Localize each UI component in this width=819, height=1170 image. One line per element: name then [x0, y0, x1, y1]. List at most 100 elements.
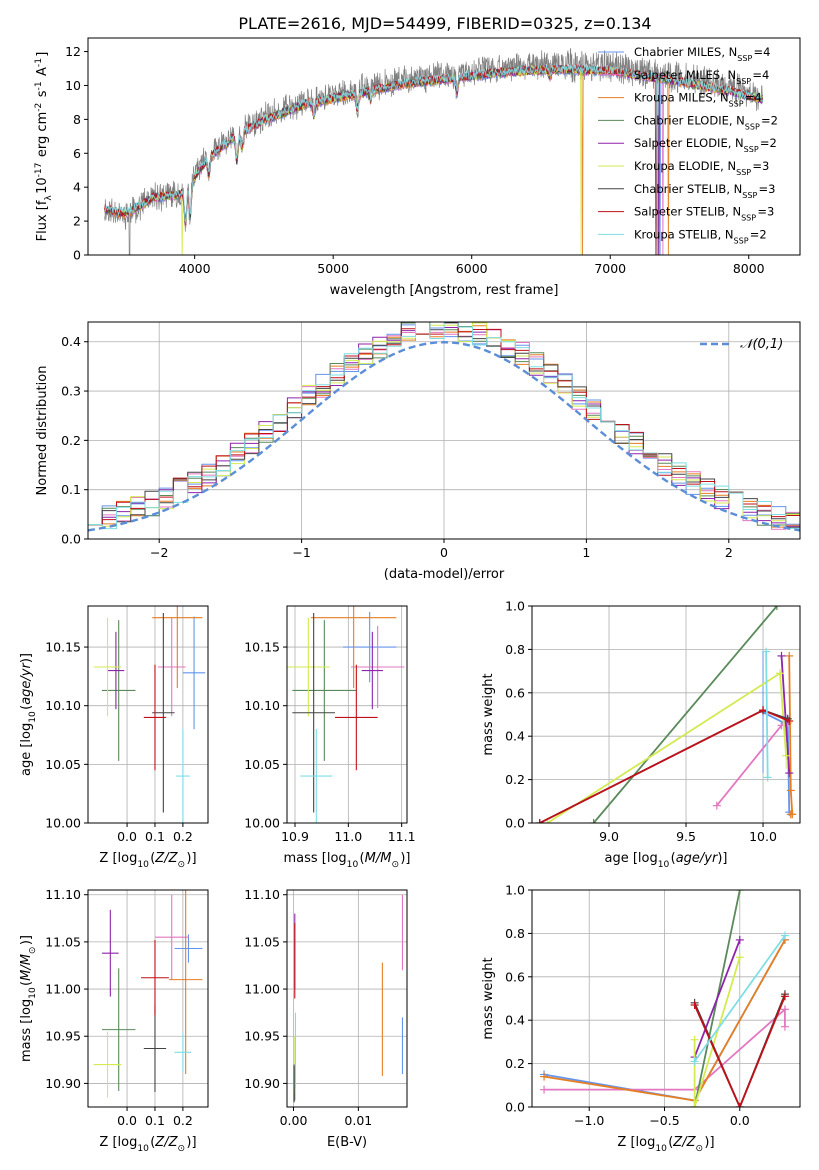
x-tick-label: −1.0 [574, 1113, 604, 1128]
y-tick-label: 2 [73, 214, 81, 229]
spectrum-legend: Chabrier MILES, NSSP =4 Salpeter MILES, N… [598, 45, 778, 245]
x-tick-label: −1 [292, 545, 310, 560]
legend-label-salpeter_elodie: Salpeter ELODIE, NSSP =2 [634, 136, 777, 154]
x-tick-label: 0.0 [117, 1113, 137, 1128]
y-tick-label: 10.90 [244, 1076, 280, 1091]
x-tick-label: −2 [150, 545, 168, 560]
x-axis-label: Z [log10 (Z/Z⊙ )] [99, 1135, 196, 1154]
panel-residuals: −2 −1 0 1 2 0.0 0.1 0.2 0.3 0.4 (data-model)/error… [35, 321, 801, 582]
observed-spectrum-line [104, 48, 763, 255]
y-tick-label: 8 [73, 112, 81, 127]
y-tick-label: 0.3 [61, 384, 81, 399]
y-tick-label: 10.15 [45, 640, 81, 655]
y-tick-label: 0.6 [505, 685, 525, 700]
weight-line-salpeter_elodie [693, 939, 741, 1058]
x-axis-label: Z [log10 (Z/Z⊙ )] [617, 1135, 714, 1154]
x-tick-label: 6000 [456, 261, 488, 276]
panels: 4000 5000 6000 7000 8000024681012wavelength … [19, 37, 801, 1154]
legend-label-chabrier_stelib: Chabrier STELIB, NSSP =3 [634, 182, 775, 200]
x-tick-label: 0.00 [280, 1113, 308, 1128]
axes-frame [87, 889, 209, 1108]
y-tick-label: 10.00 [45, 816, 81, 831]
legend-label-kroupa_elodie: Kroupa ELODIE, NSSP =3 [634, 159, 769, 177]
panel-mass-vs-Z: 0.0 0.1 0.2 10.90 10.95 11.00 11.05 11.10 Z [log… [19, 887, 209, 1154]
axes-frame [286, 605, 408, 824]
plot-area [535, 606, 797, 823]
panel-age-vs-mass: 10.9 11.0 11.1 10.00 10.05 10.10 10.15 mass [lo… [244, 605, 416, 870]
grid-lines [287, 890, 407, 1107]
x-tick-label: 9.0 [599, 829, 619, 844]
plot-area [93, 606, 206, 823]
legend-label-kroupa_miles: Kroupa MILES, NSSP =4 [634, 91, 762, 109]
x-tick-label: 10.0 [749, 829, 777, 844]
y-tick-label: 0.0 [505, 1100, 525, 1115]
legend-label-kroupa_stelib: Kroupa STELIB, NSSP =2 [634, 227, 767, 245]
y-tick-label: 11.10 [45, 887, 81, 902]
panel-weight-vs-age: 9.0 9.5 10.0 0.0 0.2 0.4 0.6 0.8 1.0 age [log10 (… [481, 599, 801, 870]
x-tick-label: 0.01 [344, 1113, 372, 1128]
legend-label-chabrier_miles: Chabrier MILES, NSSP =4 [634, 45, 770, 63]
model-spectrum-line-kroupa_stelib [104, 63, 764, 255]
y-tick-label: 4 [73, 180, 81, 195]
x-tick-label: 1 [582, 545, 590, 560]
weight-line-salpeter_miles [544, 1007, 786, 1091]
y-tick-label: 10.00 [244, 816, 280, 831]
panel-weight-vs-Z: −1.0 −0.5 0.0 0.0 0.2 0.4 0.6 0.8 1.0 Z [log10 (Z… [481, 883, 801, 1154]
plot-area [88, 322, 800, 532]
y-tick-label: 10 [65, 78, 81, 93]
x-axis-label: (data-model)/error [384, 567, 505, 582]
y-tick-label: 0.2 [61, 433, 81, 448]
weight-line-kroupa_stelib [693, 935, 786, 1062]
y-tick-label: 10.15 [244, 640, 280, 655]
x-tick-label: 4000 [179, 261, 211, 276]
panel-mass-vs-EBV: 0.00 0.01 10.90 10.95 11.00 11.05 11.10 E(B-V) [244, 887, 408, 1150]
y-tick-label: 6 [73, 146, 81, 161]
x-axis-label: Z [log10 (Z/Z⊙ )] [99, 851, 196, 870]
y-tick-label: 11.05 [45, 934, 81, 949]
x-tick-label: 0.1 [145, 1113, 165, 1128]
y-tick-label: 11.05 [244, 934, 280, 949]
y-axis-label: Flux [fλ 10-17 erg cm-2 s-1 A-1 ] [34, 52, 54, 242]
x-axis-label: E(B-V) [327, 1135, 367, 1150]
y-tick-label: 0.1 [61, 482, 81, 497]
weight-line-chabrier_elodie [592, 606, 778, 823]
grid-lines [88, 890, 208, 1107]
y-tick-label: 1.0 [505, 883, 525, 898]
weight-line-salpeter_elodie [780, 655, 791, 774]
x-tick-label: 0 [440, 545, 448, 560]
y-axis-label: mass [log10 (M/M⊙ )] [19, 935, 38, 1062]
y-tick-label: 12 [65, 44, 81, 59]
x-tick-label: 8000 [733, 261, 765, 276]
y-tick-label: 11.00 [244, 982, 280, 997]
y-axis-label: mass weight [481, 957, 496, 1039]
x-tick-label: 2 [725, 545, 733, 560]
x-tick-label: 0.2 [173, 1113, 193, 1128]
weight-line-kroupa_stelib [765, 651, 769, 778]
plot-area [93, 890, 203, 1098]
x-tick-label: 0.0 [117, 829, 137, 844]
y-tick-label: 10.95 [244, 1029, 280, 1044]
legend-label-salpeter_miles: Salpeter MILES, NSSP =4 [634, 68, 769, 86]
y-tick-label: 0.4 [505, 729, 525, 744]
y-tick-label: 0 [73, 248, 81, 263]
axes-frame [531, 605, 801, 824]
panel-age-vs-Z: 0.0 0.1 0.2 10.00 10.05 10.10 10.15 Z [log10 (Z… [19, 605, 209, 870]
x-tick-label: 9.5 [676, 829, 696, 844]
x-tick-label: 0.2 [173, 829, 193, 844]
x-tick-label: 11.0 [334, 829, 362, 844]
y-tick-label: 11.00 [45, 982, 81, 997]
figure-title: PLATE=2616, MJD=54499, FIBERID=0325, z=0… [238, 14, 651, 33]
y-tick-label: 0.2 [505, 772, 525, 787]
x-axis-label: age [log10 (age/yr)] [605, 851, 728, 870]
axes-frame [531, 889, 801, 1108]
y-tick-label: 0.8 [505, 642, 525, 657]
y-tick-label: 10.95 [45, 1029, 81, 1044]
x-tick-label: 0.0 [730, 1113, 750, 1128]
y-tick-label: 0.6 [505, 969, 525, 984]
plot-area [287, 606, 405, 823]
x-tick-label: −0.5 [649, 1113, 679, 1128]
y-tick-label: 0.4 [61, 334, 81, 349]
y-tick-label: 0.4 [505, 1013, 525, 1028]
